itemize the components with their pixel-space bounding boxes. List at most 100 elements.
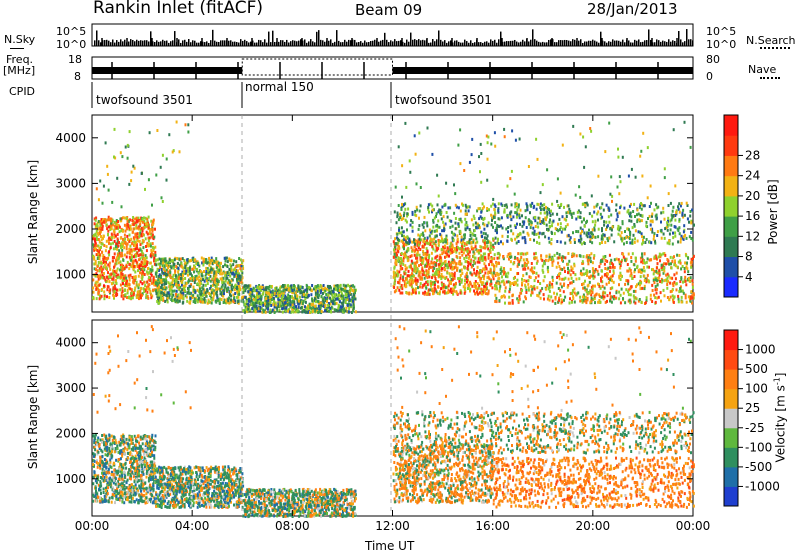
data-cell <box>455 254 458 258</box>
data-cell <box>249 299 252 303</box>
noise-bar <box>390 40 392 46</box>
data-cell <box>235 271 238 275</box>
data-cell <box>108 218 111 222</box>
data-cell <box>311 284 314 287</box>
noise-bar <box>142 40 144 46</box>
data-cell <box>158 285 160 289</box>
data-cell <box>619 234 622 238</box>
data-cell <box>123 237 126 241</box>
data-cell <box>455 242 458 246</box>
data-cell <box>620 260 623 264</box>
data-cell <box>428 256 430 260</box>
data-cell <box>131 276 134 279</box>
data-cell <box>440 247 443 251</box>
data-cell <box>138 227 141 231</box>
data-cell <box>527 282 530 286</box>
data-cell <box>399 274 402 277</box>
data-cell <box>593 269 596 273</box>
data-cell <box>654 278 657 282</box>
data-cell <box>399 212 402 216</box>
data-cell <box>425 264 428 268</box>
data-cell <box>335 301 338 305</box>
data-cell <box>434 256 437 260</box>
noise-bar <box>130 39 132 46</box>
data-cell <box>193 298 196 301</box>
data-cell <box>527 266 530 270</box>
data-cell <box>492 246 495 249</box>
data-cell <box>529 268 532 272</box>
data-cell <box>654 241 657 245</box>
data-cell <box>525 297 527 301</box>
data-cell <box>128 228 131 232</box>
data-cell <box>524 283 527 287</box>
data-cell <box>151 242 154 246</box>
data-cell <box>284 309 287 313</box>
data-cell <box>530 266 533 270</box>
data-cell <box>294 291 297 295</box>
data-cell <box>603 286 606 290</box>
data-cell <box>178 296 181 300</box>
data-cell <box>430 265 433 269</box>
noise-bar <box>640 42 642 46</box>
data-cell <box>160 276 162 279</box>
data-cell <box>133 288 136 292</box>
data-cell <box>465 256 468 260</box>
data-cell <box>337 306 340 310</box>
data-cell <box>481 269 484 273</box>
data-cell <box>628 219 631 223</box>
data-cell <box>410 259 413 263</box>
data-cell <box>346 310 349 314</box>
data-cell <box>281 310 284 314</box>
data-cell <box>424 290 427 294</box>
data-cell <box>425 262 428 266</box>
data-cell <box>413 245 416 249</box>
noise-bar <box>122 41 124 46</box>
data-cell <box>393 266 396 270</box>
data-cell <box>134 270 137 274</box>
data-cell <box>497 281 500 285</box>
data-cell <box>111 234 114 238</box>
data-cell <box>152 249 155 253</box>
noise-bar <box>488 42 490 46</box>
data-cell <box>141 255 144 259</box>
data-cell <box>449 266 452 270</box>
data-cell <box>198 290 201 294</box>
data-cell <box>253 295 256 299</box>
data-cell <box>325 287 328 291</box>
data-cell <box>548 283 551 287</box>
data-cell <box>317 286 320 290</box>
data-cell <box>460 248 463 252</box>
data-cell <box>543 297 545 301</box>
data-cell <box>161 270 164 274</box>
noise-bar <box>190 42 192 46</box>
data-cell <box>397 250 400 254</box>
data-cell <box>440 263 443 266</box>
freq-left-tick-low: 8 <box>74 70 81 83</box>
data-cell <box>248 287 251 291</box>
data-cell <box>144 284 147 288</box>
data-cell <box>177 270 180 274</box>
data-cell <box>199 294 202 298</box>
data-cell <box>464 290 467 294</box>
data-cell <box>433 266 436 270</box>
data-cell <box>467 278 469 282</box>
noise-bar <box>290 41 292 46</box>
data-cell <box>241 265 244 268</box>
data-cell <box>199 281 201 285</box>
data-cell <box>316 309 318 313</box>
data-cell <box>414 264 417 268</box>
data-cell <box>93 257 96 261</box>
data-cell <box>630 272 633 275</box>
data-cell <box>131 222 134 226</box>
data-cell <box>277 298 280 302</box>
data-cell <box>450 282 452 285</box>
data-cell <box>107 263 110 267</box>
data-cell <box>223 289 226 293</box>
noise-bar <box>136 39 138 46</box>
noise-bar <box>592 39 594 46</box>
data-cell <box>270 304 273 307</box>
data-cell <box>425 247 428 251</box>
data-cell <box>530 285 533 289</box>
data-cell <box>208 300 210 304</box>
data-cell <box>155 282 157 285</box>
